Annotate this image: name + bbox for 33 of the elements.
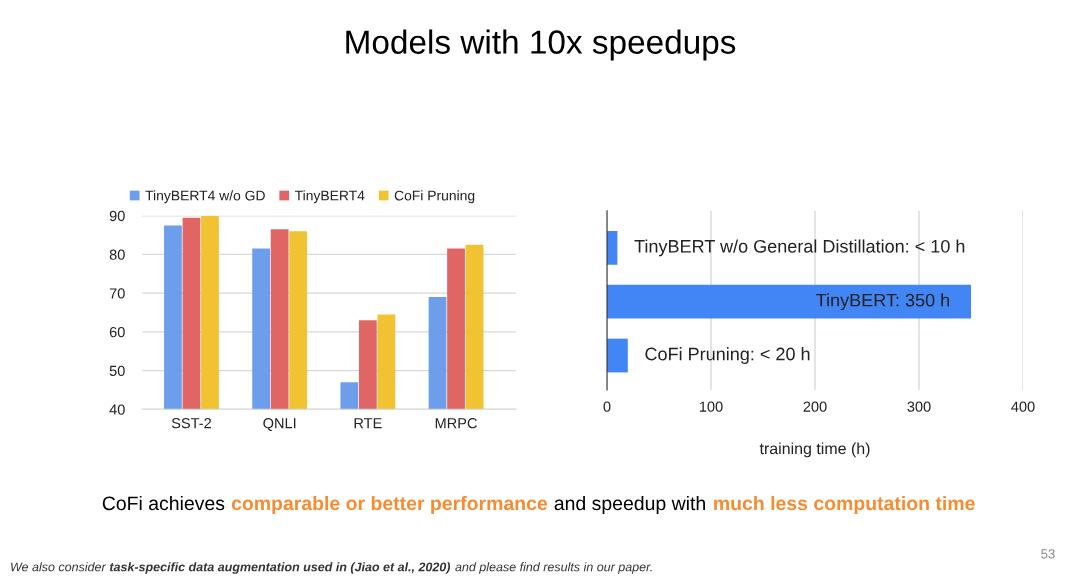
y-tick-label: 40 xyxy=(109,404,125,415)
x-tick-label: 100 xyxy=(699,401,723,412)
text: Models with 10x speedups xyxy=(346,29,736,61)
x-tick-label: 200 xyxy=(803,401,827,412)
text: comparable or better performance xyxy=(231,495,548,515)
bar xyxy=(607,284,971,319)
text: We also consider xyxy=(11,562,107,572)
y-tick-label: 60 xyxy=(109,326,125,338)
legend-label: TinyBERT4 w/o GD xyxy=(145,190,265,204)
x-tick-label: 400 xyxy=(1011,401,1035,412)
text: 53 xyxy=(1041,549,1055,559)
text: and please find results in our paper. xyxy=(455,562,652,574)
y-tick-label: 70 xyxy=(109,288,125,299)
text: task-specific data augmentation used in (Jiao et al., 2020) xyxy=(109,562,451,574)
legend-label: TinyBERT4 xyxy=(294,190,365,204)
bar xyxy=(607,338,628,373)
data-label: TinyBERT: 350 h xyxy=(816,293,949,311)
legend-label: CoFi Pruning xyxy=(394,190,475,204)
x-tick-label: SST-2 xyxy=(171,418,211,429)
x-tick-label: RTE xyxy=(354,418,382,429)
y-tick-label: 50 xyxy=(109,365,125,377)
text: much less computation time xyxy=(714,495,975,515)
x-tick-label: MRPC xyxy=(435,418,477,429)
data-label: TinyBERT w/o General Distillation: < 10 h xyxy=(634,239,965,257)
x-tick-label: QNLI xyxy=(263,418,296,431)
text: and speedup with xyxy=(554,495,705,515)
x-tick-label: 300 xyxy=(907,401,931,412)
x-tick-label: 0 xyxy=(603,401,611,412)
data-label: CoFi Pruning: < 20 h xyxy=(645,347,810,364)
text: CoFi achieves xyxy=(102,495,225,511)
x-axis-title: training time (h) xyxy=(759,442,870,458)
y-tick-label: 80 xyxy=(109,249,125,260)
y-tick-label: 90 xyxy=(109,210,125,222)
